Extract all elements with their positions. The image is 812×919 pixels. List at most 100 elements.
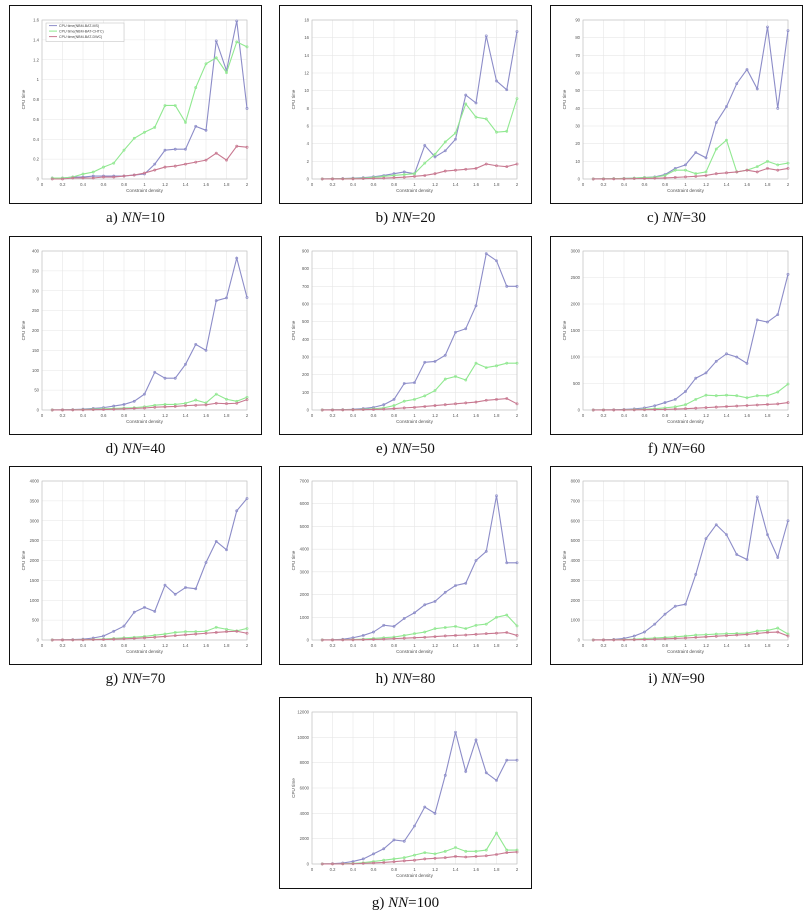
series-point-2 bbox=[632, 177, 636, 181]
series-point-1 bbox=[474, 849, 478, 853]
series-point-2 bbox=[704, 174, 708, 177]
series-point-2 bbox=[331, 177, 334, 181]
series-point-0 bbox=[372, 630, 375, 634]
y-tick-label: 12000 bbox=[297, 710, 309, 715]
series-point-2 bbox=[464, 633, 468, 637]
series-point-2 bbox=[786, 634, 790, 638]
plot-frame bbox=[311, 250, 518, 411]
series-point-2 bbox=[50, 408, 54, 412]
y-tick-label: 12 bbox=[304, 71, 309, 76]
series-line-2 bbox=[52, 145, 248, 180]
series-point-2 bbox=[643, 638, 646, 641]
x-tick-label: 2 bbox=[516, 413, 519, 418]
series-point-0 bbox=[392, 172, 396, 176]
x-tick-label: 0.6 bbox=[101, 643, 107, 648]
series-point-0 bbox=[714, 523, 718, 527]
series-point-1 bbox=[122, 148, 126, 152]
series-point-0 bbox=[694, 151, 698, 154]
x-tick-label: 0.2 bbox=[330, 643, 336, 648]
series-point-2 bbox=[320, 862, 324, 866]
series-point-1 bbox=[443, 626, 447, 629]
series-point-0 bbox=[132, 610, 136, 614]
y-tick-label: 1000 bbox=[300, 615, 310, 620]
series-point-2 bbox=[122, 174, 126, 178]
series-point-1 bbox=[454, 846, 457, 849]
series-point-0 bbox=[361, 634, 365, 637]
series-point-2 bbox=[474, 854, 478, 858]
series-point-2 bbox=[112, 175, 116, 179]
series-point-2 bbox=[454, 634, 457, 637]
series-line-1 bbox=[593, 383, 789, 411]
series-point-1 bbox=[714, 394, 718, 398]
series-line-1 bbox=[52, 41, 248, 179]
series-point-1 bbox=[163, 104, 167, 107]
series-point-1 bbox=[245, 45, 249, 49]
series-point-0 bbox=[382, 847, 386, 851]
series-point-1 bbox=[484, 366, 488, 370]
y-tick-label: 3000 bbox=[30, 518, 40, 523]
x-axis-label: Constraint density bbox=[396, 873, 433, 878]
series-point-2 bbox=[112, 637, 116, 641]
y-tick-label: 8000 bbox=[571, 479, 581, 484]
series-point-1 bbox=[173, 104, 177, 107]
x-tick-label: 1.4 bbox=[453, 182, 459, 187]
chart-panel-nn80: 0 0.2 0.4 0.6 0.8 1 1.2 1.4 1.6 1.8 2 0 1000 2000 3000… bbox=[279, 466, 532, 665]
x-tick-label: 2 bbox=[787, 643, 790, 648]
series-point-2 bbox=[622, 638, 626, 642]
series-point-0 bbox=[735, 553, 739, 556]
x-tick-label: 1.6 bbox=[744, 413, 750, 418]
x-tick-label: 0.8 bbox=[391, 413, 397, 418]
series-line-2 bbox=[322, 163, 518, 180]
series-point-2 bbox=[663, 407, 667, 411]
y-tick-label: 700 bbox=[302, 284, 310, 289]
x-tick-label: 1.6 bbox=[203, 413, 209, 418]
series-point-1 bbox=[515, 97, 519, 101]
series-point-2 bbox=[372, 861, 375, 865]
series-point-0 bbox=[153, 370, 157, 374]
series-point-2 bbox=[776, 168, 780, 172]
series-point-0 bbox=[786, 519, 790, 523]
series-point-0 bbox=[786, 272, 790, 276]
y-tick-label: 0.8 bbox=[33, 97, 39, 102]
series-point-2 bbox=[694, 174, 698, 178]
series-point-2 bbox=[163, 165, 167, 169]
y-tick-label: 200 bbox=[302, 372, 310, 377]
x-tick-label: 2 bbox=[246, 413, 249, 418]
x-tick-label: 0 bbox=[41, 413, 44, 418]
y-tick-label: 0 bbox=[578, 638, 581, 643]
series-point-0 bbox=[433, 599, 437, 603]
series-point-2 bbox=[143, 636, 146, 640]
series-point-0 bbox=[776, 313, 780, 317]
series-point-2 bbox=[143, 171, 146, 175]
series-point-1 bbox=[433, 389, 437, 392]
chart-panel-nn10: 0 0.2 0.4 0.6 0.8 1 1.2 1.4 1.6 1.8 2 0 0.2 0.4 0.6 0.8… bbox=[9, 5, 262, 204]
series-line-0 bbox=[322, 31, 518, 180]
series-point-2 bbox=[423, 635, 427, 639]
series-point-2 bbox=[653, 176, 657, 180]
y-tick-label: 4000 bbox=[571, 558, 581, 563]
series-point-0 bbox=[413, 824, 416, 828]
series-point-0 bbox=[382, 403, 386, 407]
x-tick-label: 0 bbox=[582, 182, 585, 187]
series-point-0 bbox=[454, 730, 457, 734]
series-point-0 bbox=[474, 304, 478, 308]
series-point-1 bbox=[214, 392, 218, 396]
series-point-0 bbox=[361, 857, 365, 861]
series-point-0 bbox=[245, 497, 249, 500]
series-point-0 bbox=[214, 540, 218, 543]
series-point-2 bbox=[413, 174, 416, 178]
series-point-1 bbox=[423, 851, 427, 855]
y-tick-label: 4000 bbox=[300, 547, 310, 552]
y-tick-label: 60 bbox=[575, 71, 580, 76]
series-point-0 bbox=[464, 770, 468, 773]
series-point-0 bbox=[423, 603, 427, 607]
caption-nn30: c) NN=30 bbox=[647, 210, 706, 226]
y-tick-label: 8000 bbox=[300, 760, 310, 765]
series-point-0 bbox=[515, 758, 519, 762]
series-point-0 bbox=[704, 156, 708, 160]
y-tick-label: 6 bbox=[307, 124, 310, 129]
x-tick-label: 0.2 bbox=[60, 413, 66, 418]
series-point-1 bbox=[725, 393, 728, 397]
plot-frame bbox=[311, 711, 518, 865]
series-point-1 bbox=[474, 623, 478, 627]
